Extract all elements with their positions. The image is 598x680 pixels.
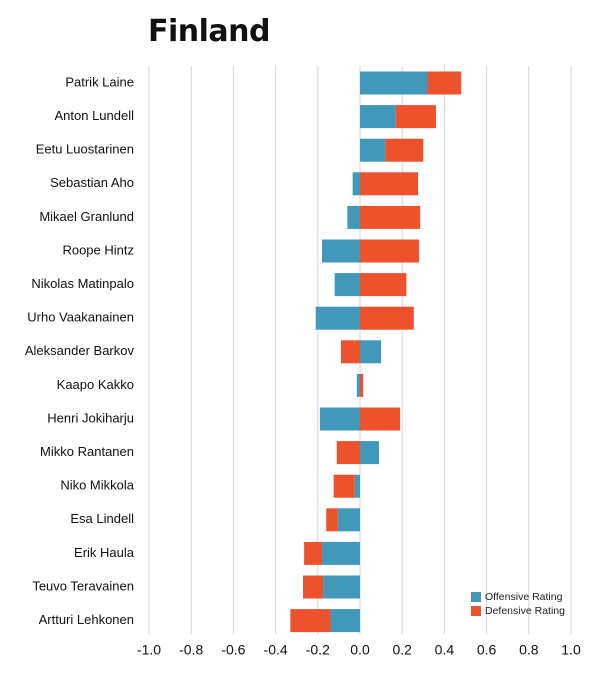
offensive-rating-bar bbox=[334, 273, 360, 297]
x-tick-label: -0.6 bbox=[221, 642, 245, 658]
player-label: Erik Haula bbox=[74, 545, 135, 560]
player-label: Patrik Laine bbox=[65, 74, 134, 89]
offensive-rating-bar bbox=[337, 508, 360, 532]
offensive-rating-bar bbox=[315, 306, 360, 330]
defensive-rating-bar bbox=[360, 239, 420, 263]
player-label: Teuvo Teravainen bbox=[32, 578, 134, 593]
bars bbox=[290, 71, 462, 633]
player-label: Kaapo Kakko bbox=[57, 377, 134, 392]
offensive-rating-bar bbox=[322, 239, 360, 263]
defensive-rating-bar bbox=[360, 205, 421, 229]
legend-swatch bbox=[471, 592, 481, 602]
defensive-rating-bar bbox=[326, 508, 338, 532]
gridlines bbox=[148, 66, 572, 634]
defensive-rating-bar bbox=[360, 373, 364, 397]
x-axis-ticks: -1.0 -0.8 -0.6 -0.4 -0.2 0.0 0.2 0.4 0.6 0.8 1.0 bbox=[137, 642, 581, 658]
player-label: Mikko Rantanen bbox=[40, 444, 134, 459]
legend-label: Offensive Rating bbox=[485, 591, 563, 603]
offensive-rating-bar bbox=[347, 205, 360, 229]
player-label: Mikael Granlund bbox=[39, 209, 134, 224]
x-tick-label: 0.2 bbox=[392, 642, 412, 658]
offensive-rating-bar bbox=[360, 105, 396, 129]
offensive-rating-bar bbox=[360, 441, 379, 465]
x-tick-label: -0.4 bbox=[264, 642, 288, 658]
player-label: Eetu Luostarinen bbox=[36, 142, 134, 157]
defensive-rating-bar bbox=[360, 273, 407, 297]
defensive-rating-bar bbox=[304, 541, 323, 565]
x-tick-label: -1.0 bbox=[137, 642, 161, 658]
x-tick-label: 0.0 bbox=[350, 642, 370, 658]
player-label: Roope Hintz bbox=[62, 242, 134, 257]
x-tick-label: 0.8 bbox=[519, 642, 539, 658]
x-tick-label: 0.6 bbox=[477, 642, 497, 658]
defensive-rating-bar bbox=[336, 441, 360, 465]
player-label: Aleksander Barkov bbox=[25, 343, 135, 358]
defensive-rating-bar bbox=[427, 71, 462, 95]
offensive-rating-bar bbox=[319, 407, 360, 431]
player-label: Anton Lundell bbox=[54, 108, 134, 123]
offensive-rating-bar bbox=[323, 575, 360, 599]
player-label: Urho Vaakanainen bbox=[27, 310, 134, 325]
player-label: Esa Lindell bbox=[70, 511, 134, 526]
player-label: Nikolas Matinpalo bbox=[31, 276, 134, 291]
player-labels: Patrik Laine Anton Lundell Eetu Luostarine… bbox=[25, 74, 135, 627]
offensive-rating-bar bbox=[356, 373, 360, 397]
offensive-rating-bar bbox=[360, 138, 386, 162]
defensive-rating-bar bbox=[360, 407, 401, 431]
offensive-rating-bar bbox=[322, 541, 360, 565]
x-tick-label: -0.8 bbox=[179, 642, 203, 658]
x-tick-label: -0.2 bbox=[306, 642, 330, 658]
player-label: Sebastian Aho bbox=[50, 175, 134, 190]
x-tick-label: 1.0 bbox=[561, 642, 581, 658]
x-tick-label: 0.4 bbox=[435, 642, 455, 658]
defensive-rating-bar bbox=[360, 172, 419, 196]
legend: Offensive Rating Defensive Rating bbox=[471, 591, 565, 617]
player-label: Artturi Lehkonen bbox=[39, 612, 134, 627]
offensive-rating-bar bbox=[352, 172, 360, 196]
legend-label: Defensive Rating bbox=[485, 605, 565, 617]
offensive-rating-bar bbox=[330, 609, 360, 633]
offensive-rating-bar bbox=[354, 474, 360, 498]
player-label: Niko Mikkola bbox=[60, 478, 134, 493]
offensive-rating-bar bbox=[360, 71, 428, 95]
defensive-rating-bar bbox=[385, 138, 424, 162]
defensive-rating-bar bbox=[360, 306, 414, 330]
page-title: Finland bbox=[148, 14, 271, 49]
defensive-rating-bar bbox=[333, 474, 355, 498]
defensive-rating-bar bbox=[395, 105, 436, 129]
defensive-rating-bar bbox=[303, 575, 324, 599]
legend-swatch bbox=[471, 606, 481, 616]
player-label: Henri Jokiharju bbox=[47, 410, 134, 425]
offensive-rating-bar bbox=[360, 340, 382, 364]
defensive-rating-bar bbox=[290, 609, 331, 633]
defensive-rating-bar bbox=[341, 340, 360, 364]
